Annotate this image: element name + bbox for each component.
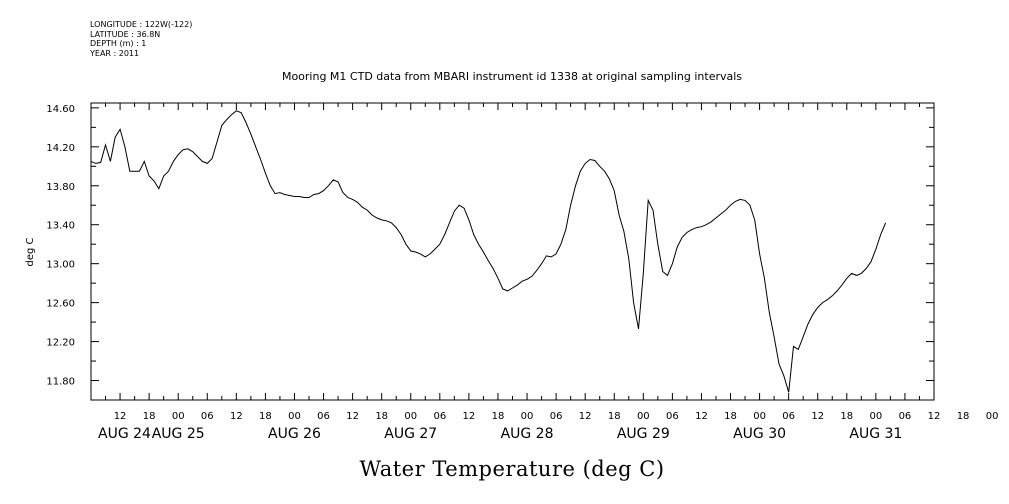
x-hour-label: 12 <box>928 411 941 422</box>
y-tick-label: 13.80 <box>46 182 75 193</box>
x-hour-label: 12 <box>811 411 824 422</box>
x-hour-label: 12 <box>579 411 592 422</box>
x-day-label: AUG 28 <box>501 426 554 442</box>
x-hour-label: 12 <box>346 411 359 422</box>
metadata-depth: DEPTH (m) : 1 <box>90 39 147 48</box>
x-hour-label: 00 <box>404 411 417 422</box>
x-hour-label: 06 <box>899 411 912 422</box>
x-hour-label: 18 <box>957 411 970 422</box>
x-hour-label: 12 <box>230 411 243 422</box>
y-axis-label: deg C <box>25 237 36 266</box>
metadata-longitude: LONGITUDE : 122W(-122) <box>90 20 193 29</box>
y-tick-label: 13.40 <box>46 221 75 232</box>
x-hour-label: 12 <box>695 411 708 422</box>
x-day-label: AUG 24 <box>98 426 151 442</box>
x-hour-label: 06 <box>782 411 795 422</box>
y-tick-label: 13.00 <box>46 260 75 271</box>
x-hour-label: 18 <box>375 411 388 422</box>
x-hour-label: 18 <box>840 411 853 422</box>
x-day-label: AUG 26 <box>268 426 321 442</box>
x-hour-label: 18 <box>492 411 505 422</box>
x-hour-label: 18 <box>143 411 156 422</box>
x-hour-label: 06 <box>201 411 214 422</box>
x-hour-label: 00 <box>172 411 185 422</box>
x-hour-label: 18 <box>724 411 737 422</box>
chart-title: Mooring M1 CTD data from MBARI instrumen… <box>282 70 742 83</box>
y-tick-label: 14.60 <box>46 104 75 115</box>
x-hour-label: 06 <box>550 411 563 422</box>
x-hour-label: 00 <box>288 411 301 422</box>
ticks-layer <box>90 103 935 401</box>
metadata-block: LONGITUDE : 122W(-122) LATITUDE : 36.8N … <box>90 20 192 58</box>
plot-frame <box>90 102 935 401</box>
x-day-label: AUG 25 <box>152 426 205 442</box>
y-tick-label: 12.20 <box>46 338 75 349</box>
x-day-label: AUG 29 <box>617 426 670 442</box>
x-hour-label: 06 <box>666 411 679 422</box>
y-tick-label: 14.20 <box>46 143 75 154</box>
tick-labels-layer: 11.80 12.20 12.60 13.00 13.40 13.80 14.20 14.60… <box>46 104 999 442</box>
x-hour-label: 00 <box>986 411 999 422</box>
x-day-label: AUG 27 <box>384 426 437 442</box>
x-hour-label: 18 <box>259 411 272 422</box>
metadata-year: YEAR : 2011 <box>90 48 140 58</box>
x-day-label: AUG 31 <box>849 426 902 442</box>
x-hour-label: 00 <box>753 411 766 422</box>
temperature-series-line <box>90 110 887 393</box>
y-tick-label: 11.80 <box>46 377 75 388</box>
x-day-label: AUG 30 <box>733 426 786 442</box>
x-hour-label: 00 <box>637 411 650 422</box>
y-tick-label: 12.60 <box>46 299 75 310</box>
metadata-latitude: LATITUDE : 36.8N <box>90 29 161 39</box>
x-hour-label: 12 <box>463 411 476 422</box>
x-hour-label: 12 <box>114 411 127 422</box>
x-hour-label: 06 <box>433 411 446 422</box>
x-axis-label: Water Temperature (deg C) <box>359 457 664 481</box>
x-hour-label: 18 <box>608 411 621 422</box>
x-hour-label: 00 <box>869 411 882 422</box>
x-hour-label: 06 <box>317 411 330 422</box>
x-hour-label: 00 <box>521 411 534 422</box>
